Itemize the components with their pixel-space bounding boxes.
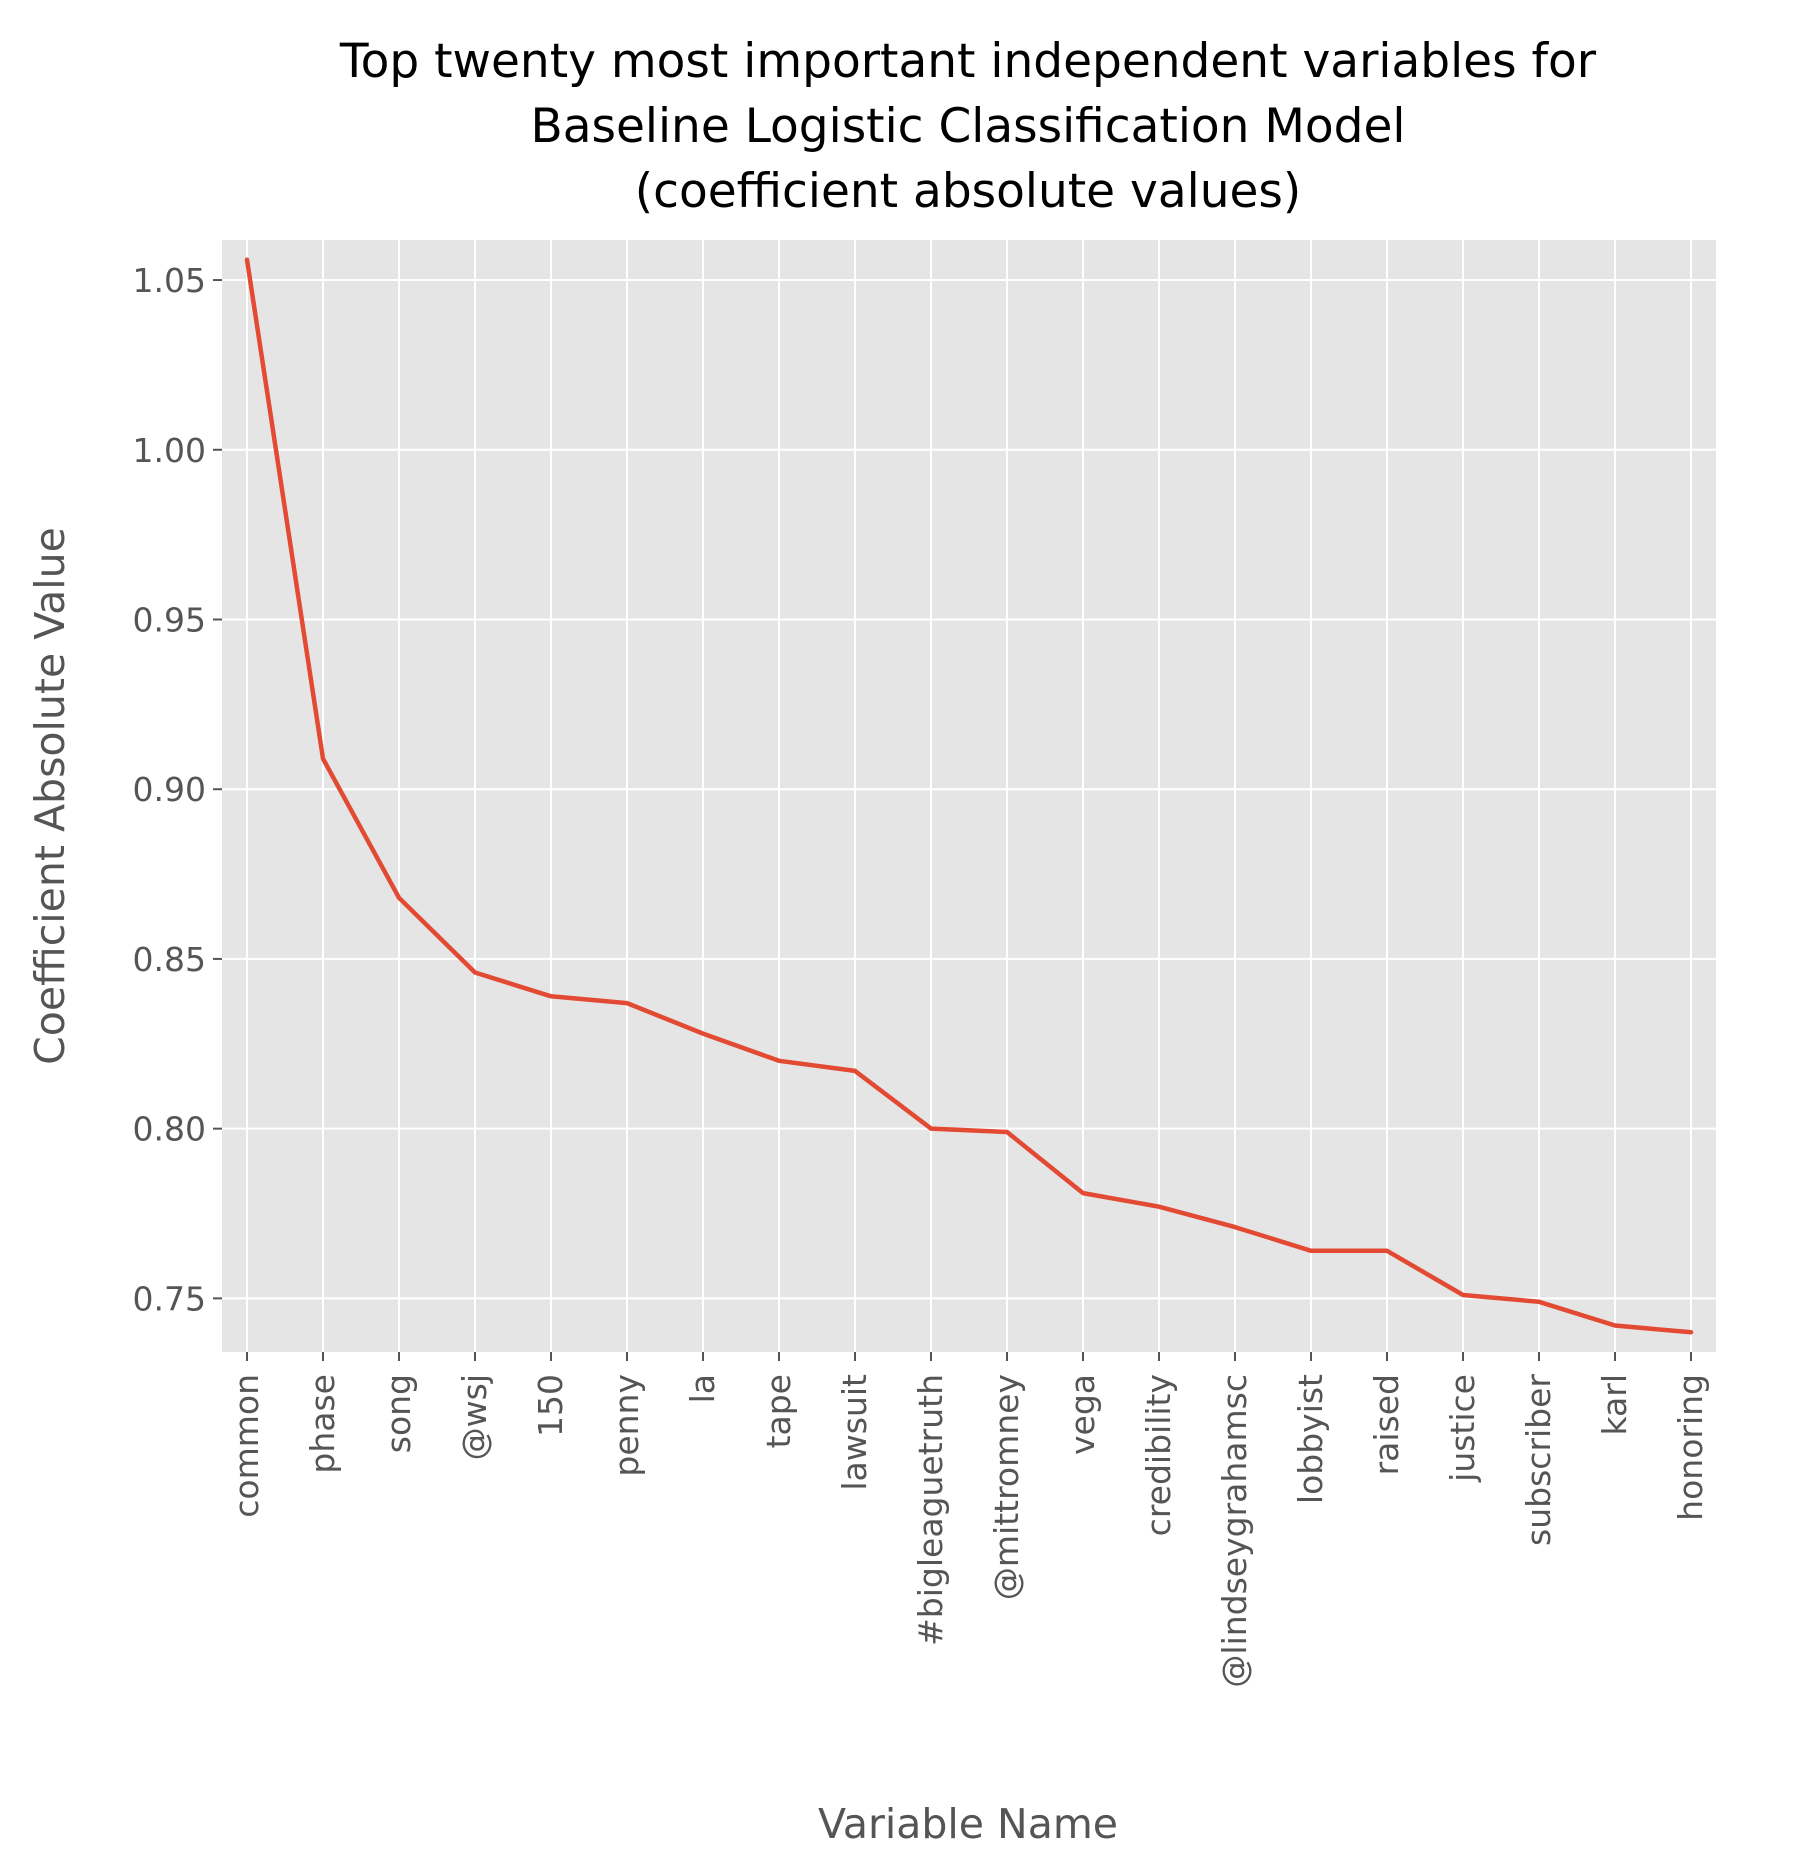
chart-title-line-3: (coefficient absolute values) [635, 164, 1301, 219]
x-tick-label: 150 [531, 1374, 570, 1437]
y-tick-label: 0.80 [133, 1110, 206, 1149]
y-tick-label: 0.95 [133, 600, 206, 639]
x-gridlines [246, 240, 1692, 1352]
y-tick-label: 0.90 [133, 770, 206, 809]
y-axis-ticks: 0.75 0.80 0.85 0.90 0.95 1.00 1.05 [133, 261, 222, 1318]
y-tick-label: 1.00 [133, 431, 206, 470]
chart-title-line-2: Baseline Logistic Classification Model [530, 99, 1405, 154]
x-tick-label: common [227, 1374, 266, 1518]
data-points [246, 259, 1692, 1333]
x-tick-label: credibility [1139, 1374, 1178, 1536]
x-tick-label: karl [1595, 1374, 1634, 1436]
x-tick-label: @wsj [455, 1374, 494, 1460]
x-tick-label: phase [303, 1374, 342, 1474]
x-tick-label: @mittromney [987, 1374, 1026, 1600]
chart-title-line-1: Top twenty most important independent va… [339, 34, 1597, 89]
x-tick-label: la [683, 1374, 722, 1403]
plot-area [222, 240, 1716, 1352]
x-tick-label: #bigleaguetruth [911, 1374, 950, 1646]
x-tick-label: vega [1063, 1374, 1102, 1455]
y-tick-label: 0.75 [133, 1279, 206, 1318]
y-axis-label: Coefficient Absolute Value [26, 527, 74, 1065]
y-tick-label: 0.85 [133, 940, 206, 979]
x-tick-label: penny [607, 1374, 646, 1477]
x-tick-label: song [379, 1374, 418, 1453]
y-gridlines [222, 279, 1716, 1300]
x-tick-label: @lindseygrahamsc [1215, 1374, 1254, 1688]
x-tick-label: raised [1367, 1374, 1406, 1475]
x-tick-label: honoring [1671, 1374, 1710, 1521]
series-line [244, 257, 1694, 1335]
x-axis-label: Variable Name [818, 1800, 1118, 1848]
x-tick-label: justice [1443, 1374, 1482, 1483]
x-tick-label: subscriber [1519, 1374, 1558, 1546]
x-axis-ticks: common phase song @wsj 150 penny la tape lawsuit… [227, 1352, 1710, 1688]
y-tick-label: 1.05 [133, 261, 206, 300]
x-tick-label: lobbyist [1291, 1374, 1330, 1504]
x-tick-label: tape [759, 1374, 798, 1448]
x-tick-label: lawsuit [835, 1374, 874, 1491]
